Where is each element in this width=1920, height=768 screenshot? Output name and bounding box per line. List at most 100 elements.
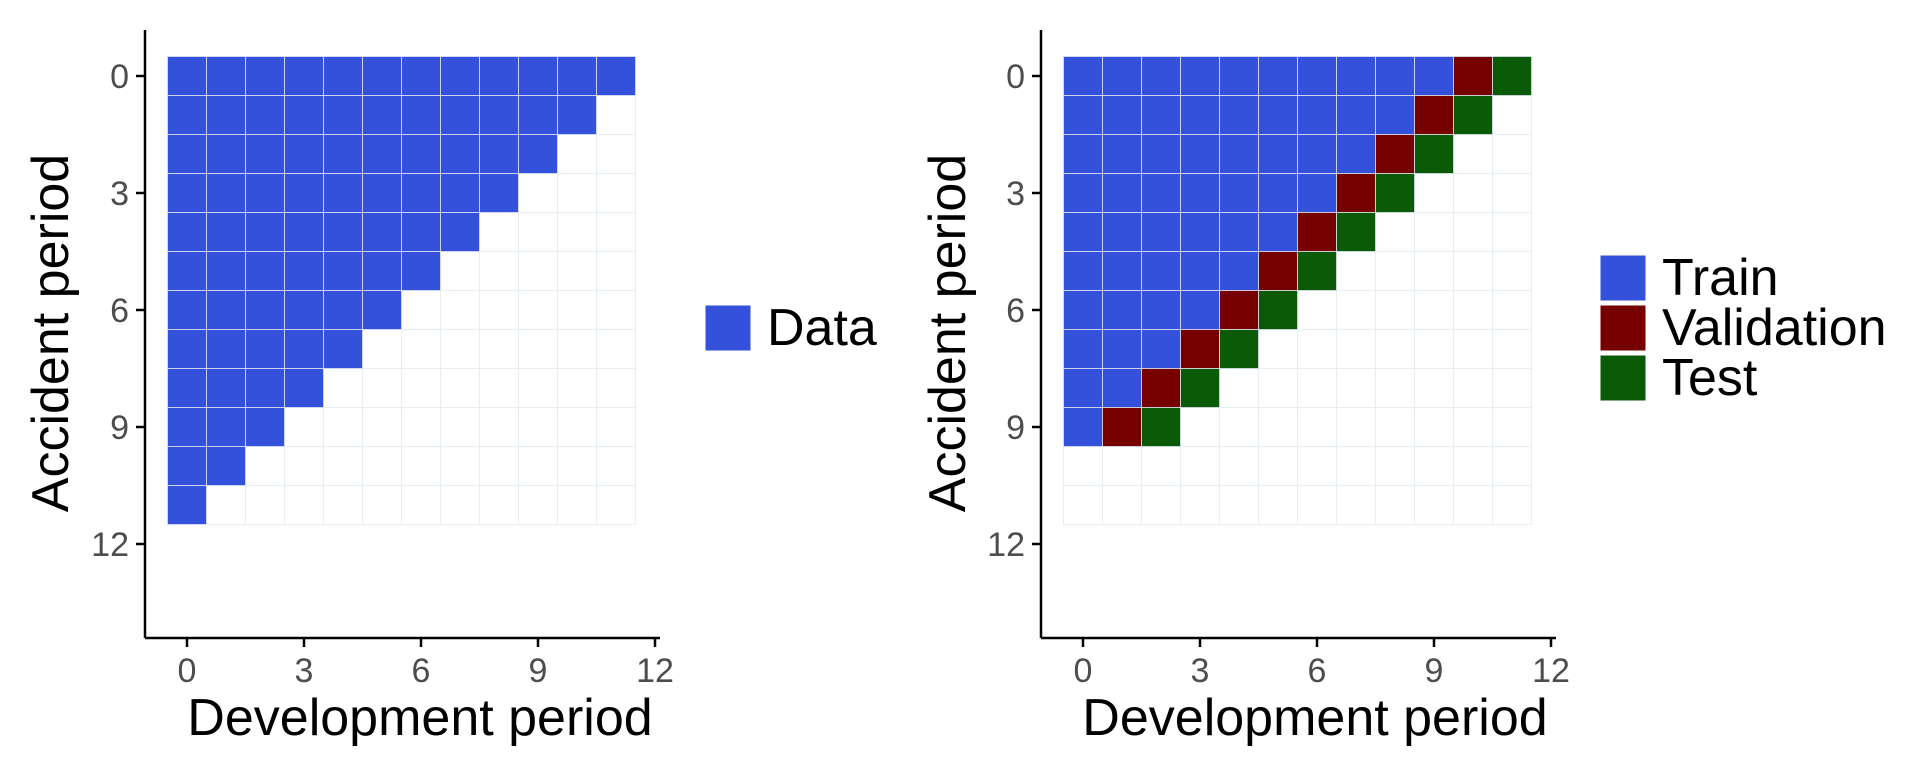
tile-data-acc4-dev1 — [206, 212, 246, 252]
tile-data-acc4-dev5 — [362, 212, 402, 252]
tile-data-acc2-dev8 — [479, 134, 519, 174]
tile-data-acc3-dev0 — [167, 173, 207, 213]
tile-test-acc1-dev10 — [1453, 95, 1493, 135]
tile-data-acc2-dev7 — [440, 134, 480, 174]
tile-train-acc1-dev2 — [1141, 95, 1181, 135]
tile-train-acc4-dev1 — [1102, 212, 1142, 252]
tile-data-acc0-dev10 — [557, 56, 597, 96]
tile-train-acc6-dev0 — [1063, 290, 1103, 330]
tile-train-acc3-dev6 — [1297, 173, 1337, 213]
y-tick-label: 12 — [91, 526, 129, 564]
tile-data-acc1-dev5 — [362, 95, 402, 135]
tile-train-acc2-dev3 — [1180, 134, 1220, 174]
tile-data-acc11-dev0 — [167, 485, 207, 525]
tile-data-acc0-dev9 — [518, 56, 558, 96]
tile-data-acc8-dev1 — [206, 368, 246, 408]
tile-train-acc0-dev7 — [1336, 56, 1376, 96]
tile-train-acc3-dev1 — [1102, 173, 1142, 213]
tile-train-acc2-dev0 — [1063, 134, 1103, 174]
tile-train-acc2-dev2 — [1141, 134, 1181, 174]
tile-data-acc1-dev1 — [206, 95, 246, 135]
tile-data-acc4-dev0 — [167, 212, 207, 252]
x-tick-label: 12 — [1532, 652, 1570, 690]
tile-data-acc6-dev2 — [245, 290, 285, 330]
tile-data-acc1-dev6 — [401, 95, 441, 135]
tile-data-acc7-dev4 — [323, 329, 363, 369]
tile-data-acc0-dev7 — [440, 56, 480, 96]
tile-data-acc3-dev2 — [245, 173, 285, 213]
tile-data-acc9-dev1 — [206, 407, 246, 447]
tile-train-acc1-dev7 — [1336, 95, 1376, 135]
tile-train-acc1-dev5 — [1258, 95, 1298, 135]
tile-train-acc5-dev0 — [1063, 251, 1103, 291]
tile-data-acc2-dev6 — [401, 134, 441, 174]
legend: Data — [704, 299, 877, 357]
x-tick-label: 6 — [1308, 652, 1327, 690]
x-tick-label: 6 — [412, 652, 431, 690]
tile-data-acc1-dev7 — [440, 95, 480, 135]
tile-data-acc4-dev4 — [323, 212, 363, 252]
tile-validation-acc7-dev3 — [1180, 329, 1220, 369]
tile-data-acc3-dev5 — [362, 173, 402, 213]
tile-data-acc6-dev1 — [206, 290, 246, 330]
tile-train-acc5-dev2 — [1141, 251, 1181, 291]
y-tick-label: 3 — [110, 175, 129, 213]
tile-train-acc7-dev0 — [1063, 329, 1103, 369]
tile-train-acc0-dev9 — [1414, 56, 1454, 96]
tile-train-acc2-dev6 — [1297, 134, 1337, 174]
tile-validation-acc1-dev9 — [1414, 95, 1454, 135]
y-tick-label: 3 — [1006, 175, 1025, 213]
tile-data-acc3-dev1 — [206, 173, 246, 213]
tile-data-acc4-dev6 — [401, 212, 441, 252]
tile-data-acc0-dev1 — [206, 56, 246, 96]
tile-validation-acc2-dev8 — [1375, 134, 1415, 174]
tile-data-acc8-dev2 — [245, 368, 285, 408]
tile-data-acc10-dev0 — [167, 446, 207, 486]
tile-data-acc1-dev3 — [284, 95, 324, 135]
tile-train-acc0-dev0 — [1063, 56, 1103, 96]
tile-validation-acc0-dev10 — [1453, 56, 1493, 96]
tile-train-acc1-dev8 — [1375, 95, 1415, 135]
tile-train-acc3-dev0 — [1063, 173, 1103, 213]
tile-train-acc1-dev1 — [1102, 95, 1142, 135]
tile-data-acc2-dev9 — [518, 134, 558, 174]
tile-train-acc5-dev1 — [1102, 251, 1142, 291]
tile-data-acc6-dev5 — [362, 290, 402, 330]
x-tick-label: 12 — [636, 652, 674, 690]
tile-train-acc8-dev0 — [1063, 368, 1103, 408]
x-tick-label: 3 — [295, 652, 314, 690]
tile-train-acc0-dev3 — [1180, 56, 1220, 96]
y-tick-label: 6 — [1006, 292, 1025, 330]
tile-train-acc5-dev4 — [1219, 251, 1259, 291]
tile-train-acc1-dev3 — [1180, 95, 1220, 135]
tile-data-acc2-dev5 — [362, 134, 402, 174]
tile-validation-acc4-dev6 — [1297, 212, 1337, 252]
tile-data-acc3-dev6 — [401, 173, 441, 213]
x-tick-label: 0 — [1074, 652, 1093, 690]
tile-data-acc1-dev2 — [245, 95, 285, 135]
tile-data-acc4-dev3 — [284, 212, 324, 252]
y-tick-label: 0 — [1006, 58, 1025, 96]
y-tick-label: 6 — [110, 292, 129, 330]
tile-data-acc0-dev6 — [401, 56, 441, 96]
y-axis-title: Accident period — [22, 154, 80, 512]
tile-data-acc0-dev2 — [245, 56, 285, 96]
tile-test-acc9-dev2 — [1141, 407, 1181, 447]
tile-train-acc4-dev3 — [1180, 212, 1220, 252]
tile-train-acc1-dev6 — [1297, 95, 1337, 135]
legend-swatch-data — [704, 304, 752, 352]
y-tick-label: 0 — [110, 58, 129, 96]
tile-data-acc1-dev4 — [323, 95, 363, 135]
tile-data-acc6-dev4 — [323, 290, 363, 330]
tile-data-acc3-dev8 — [479, 173, 519, 213]
tile-data-acc7-dev1 — [206, 329, 246, 369]
tile-train-acc8-dev1 — [1102, 368, 1142, 408]
y-tick-label: 9 — [110, 409, 129, 447]
tile-data-acc1-dev0 — [167, 95, 207, 135]
tile-data-acc2-dev0 — [167, 134, 207, 174]
tile-test-acc2-dev9 — [1414, 134, 1454, 174]
tile-data-acc1-dev10 — [557, 95, 597, 135]
tile-data-acc5-dev0 — [167, 251, 207, 291]
legend-swatch-train — [1599, 254, 1647, 302]
